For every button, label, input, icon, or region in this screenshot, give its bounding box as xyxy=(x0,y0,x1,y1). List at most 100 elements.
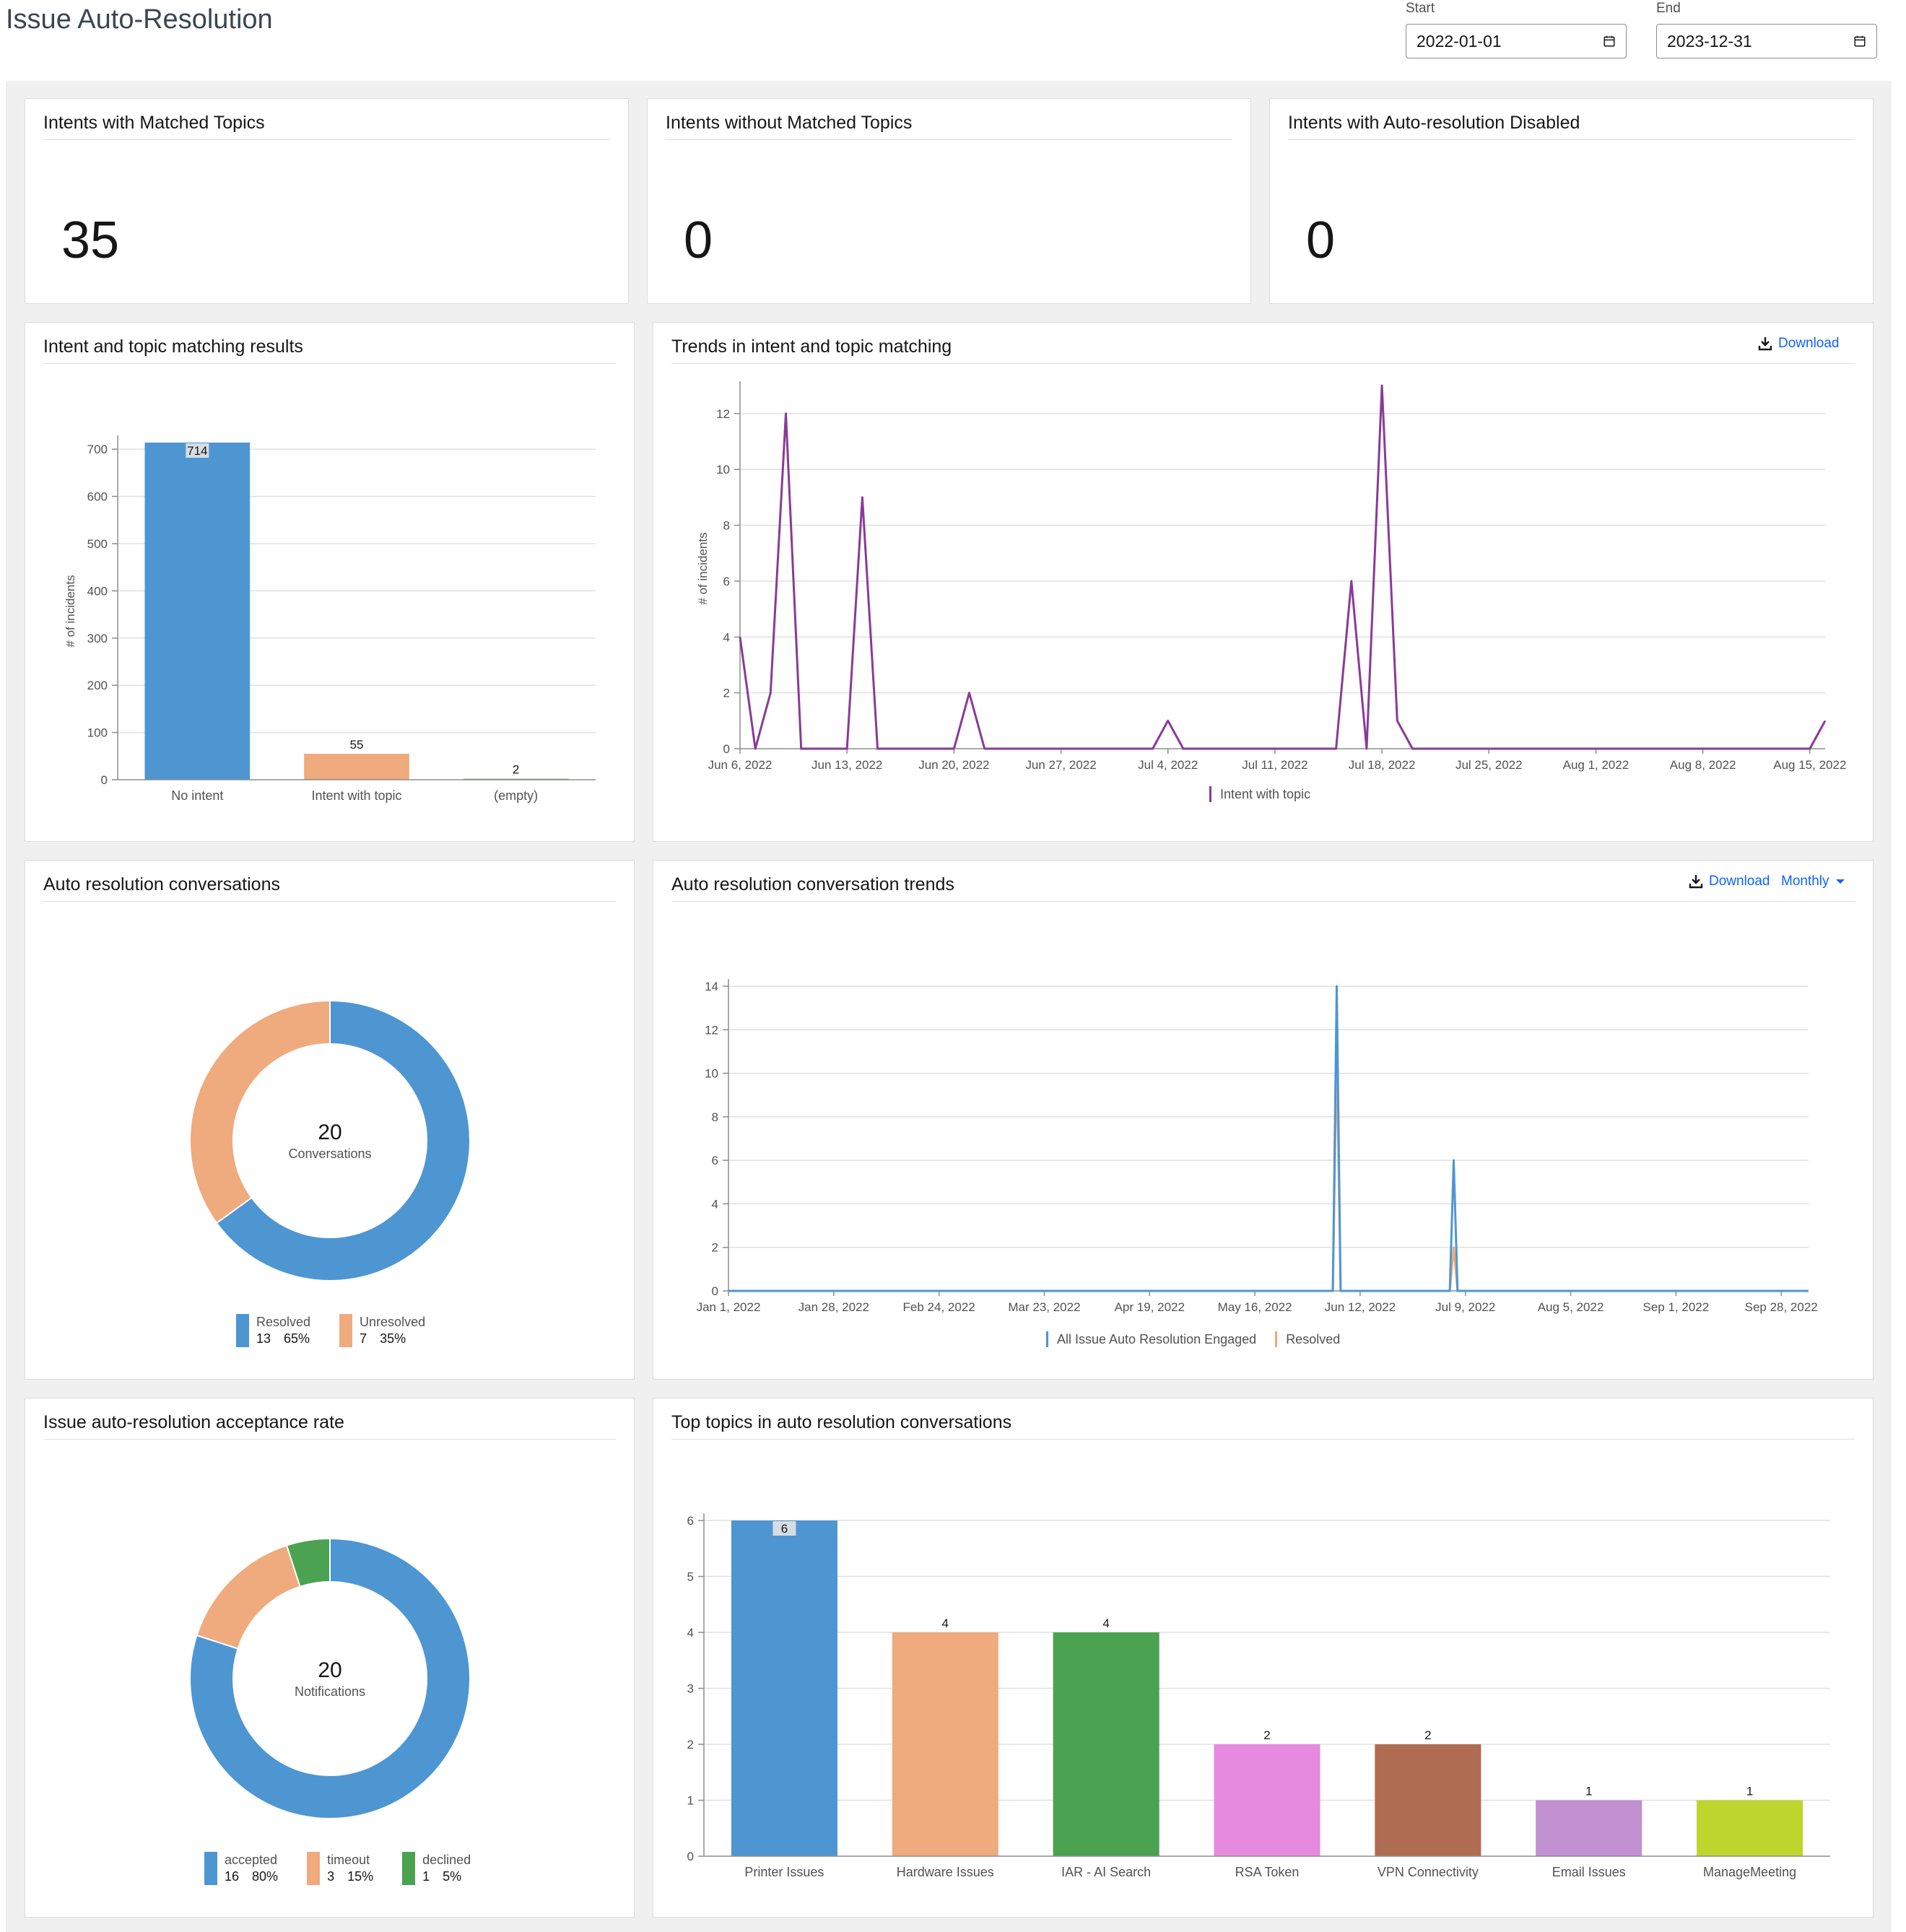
x-tick-label: No intent xyxy=(171,788,223,803)
chevron-down-icon xyxy=(1835,879,1845,884)
bar xyxy=(892,1632,998,1856)
x-tick-label: Intent with topic xyxy=(311,788,401,803)
y-tick-label: 6 xyxy=(687,1514,694,1528)
legend-value: 16 xyxy=(225,1869,240,1884)
y-tick-label: 4 xyxy=(687,1626,694,1640)
x-tick-label: Mar 23, 2022 xyxy=(1008,1300,1080,1314)
legend-percent: 65% xyxy=(284,1331,310,1346)
top-topics-card: Top topics in auto resolution conversati… xyxy=(653,1398,1874,1918)
conversation-trends-legend: All Issue Auto Resolution Engaged Resolv… xyxy=(1046,1331,1340,1347)
bar xyxy=(304,754,409,780)
data-label: 4 xyxy=(1102,1616,1109,1630)
download-button[interactable]: Download xyxy=(1689,874,1770,889)
bar xyxy=(1536,1800,1642,1856)
legend-percent: 80% xyxy=(252,1869,279,1884)
legend-percent: 35% xyxy=(380,1331,406,1346)
period-dropdown[interactable]: Monthly xyxy=(1781,874,1845,889)
y-tick-label: 6 xyxy=(723,575,730,588)
y-tick-label: 8 xyxy=(712,1110,718,1124)
kpi-title: Intents with Matched Topics xyxy=(43,109,610,140)
data-label-bg xyxy=(773,1521,796,1536)
kpi-card-auto-resolution-disabled: Intents with Auto-resolution Disabled 0 xyxy=(1269,98,1874,304)
legend-value: 3 xyxy=(327,1869,335,1884)
bar xyxy=(1053,1632,1159,1856)
legend-item[interactable]: All Issue Auto Resolution Engaged xyxy=(1046,1331,1256,1347)
y-tick-label: 2 xyxy=(687,1738,694,1752)
download-icon xyxy=(1689,875,1703,889)
donut-slice xyxy=(285,1537,331,1588)
y-tick-label: 4 xyxy=(712,1197,718,1211)
legend-marker xyxy=(1046,1331,1048,1347)
trends-line-chart: 0 2 4 6 8 10 12 Jun 6, 2022 Jun 13, 2022 Jun 20, … xyxy=(696,381,1846,772)
x-tick-label: Jul 18, 2022 xyxy=(1349,758,1416,772)
start-date-label: Start xyxy=(1406,1,1435,16)
y-tick-label: 10 xyxy=(716,463,730,477)
y-tick-label: 14 xyxy=(705,980,718,993)
legend-value: 1 xyxy=(422,1869,430,1884)
legend-label: accepted xyxy=(225,1853,278,1867)
x-tick-label: (empty) xyxy=(494,788,538,803)
calendar-icon[interactable] xyxy=(1603,35,1616,48)
legend-item-declined[interactable]: declined 1 5% xyxy=(402,1852,471,1885)
legend-percent: 15% xyxy=(347,1869,374,1884)
legend-label: Intent with topic xyxy=(1220,786,1311,801)
legend-value: 7 xyxy=(360,1331,367,1346)
calendar-icon[interactable] xyxy=(1853,35,1866,48)
y-tick-label: 700 xyxy=(87,443,108,456)
y-tick-label: 2 xyxy=(712,1241,718,1255)
kpi-value: 0 xyxy=(1306,212,1336,269)
x-tick-label: Printer Issues xyxy=(744,1865,824,1879)
legend-item-timeout[interactable]: timeout 3 15% xyxy=(307,1852,373,1885)
y-tick-label: 12 xyxy=(705,1023,718,1037)
legend-item-unresolved[interactable]: Unresolved 7 35% xyxy=(339,1314,425,1347)
bar xyxy=(1375,1744,1481,1856)
end-date-input[interactable]: 2023-12-31 xyxy=(1656,24,1877,58)
x-tick-label: Jul 25, 2022 xyxy=(1455,758,1523,772)
kpi-title: Intents without Matched Topics xyxy=(666,109,1232,140)
x-tick-label: Jun 6, 2022 xyxy=(708,758,773,772)
kpi-value: 35 xyxy=(61,212,120,269)
y-axis-label: # of incidents xyxy=(696,532,710,604)
y-tick-label: 6 xyxy=(712,1154,718,1167)
x-tick-label: Jul 4, 2022 xyxy=(1138,758,1198,772)
data-label: 2 xyxy=(513,763,519,777)
y-tick-label: 400 xyxy=(87,584,108,598)
start-date-input[interactable]: 2022-01-01 xyxy=(1406,24,1627,58)
chart-title: Issue auto-resolution acceptance rate xyxy=(43,1409,616,1440)
x-tick-label: Feb 24, 2022 xyxy=(903,1300,975,1314)
data-label: 714 xyxy=(187,444,207,458)
legend-swatch xyxy=(204,1852,217,1885)
chart-title: Trends in intent and topic matching xyxy=(671,333,1855,364)
y-tick-label: 100 xyxy=(87,726,108,740)
kpi-value: 0 xyxy=(684,212,713,269)
legend-label: timeout xyxy=(327,1853,370,1867)
y-tick-label: 0 xyxy=(723,742,730,756)
start-date-value: 2022-01-01 xyxy=(1417,31,1502,51)
legend-marker xyxy=(1209,786,1211,802)
y-tick-label: 2 xyxy=(723,687,730,700)
intent-topic-results-card: Intent and topic matching results 0 100 20… xyxy=(25,322,635,842)
acceptance-legend: accepted 16 80% timeout 3 15% declined xyxy=(204,1852,471,1885)
y-axis-label: # of incidents xyxy=(64,575,77,647)
legend-swatch xyxy=(236,1314,249,1347)
bar xyxy=(731,1520,837,1856)
legend-item[interactable]: Intent with topic xyxy=(1209,786,1310,802)
x-tick-label: Apr 19, 2022 xyxy=(1115,1300,1185,1314)
legend-item-resolved[interactable]: Resolved 13 65% xyxy=(236,1314,310,1347)
donut-center-value: 20 xyxy=(318,1121,341,1144)
y-tick-label: 4 xyxy=(723,630,730,644)
end-date-label: End xyxy=(1656,1,1681,16)
x-tick-label: Jun 27, 2022 xyxy=(1025,758,1096,772)
kpi-card-matched-topics: Intents with Matched Topics 35 xyxy=(25,98,629,304)
legend-label: All Issue Auto Resolution Engaged xyxy=(1057,1331,1257,1346)
legend-item[interactable]: Resolved xyxy=(1275,1331,1340,1347)
y-tick-label: 8 xyxy=(723,519,730,533)
legend-value: 13 xyxy=(256,1331,271,1346)
data-label: 55 xyxy=(350,738,364,752)
legend-item-accepted[interactable]: accepted 16 80% xyxy=(204,1852,278,1885)
download-button[interactable]: Download xyxy=(1758,336,1840,352)
download-label: Download xyxy=(1778,336,1840,351)
kpi-title: Intents with Auto-resolution Disabled xyxy=(1288,109,1855,140)
data-label: 4 xyxy=(942,1616,949,1630)
y-tick-label: 12 xyxy=(716,407,730,421)
